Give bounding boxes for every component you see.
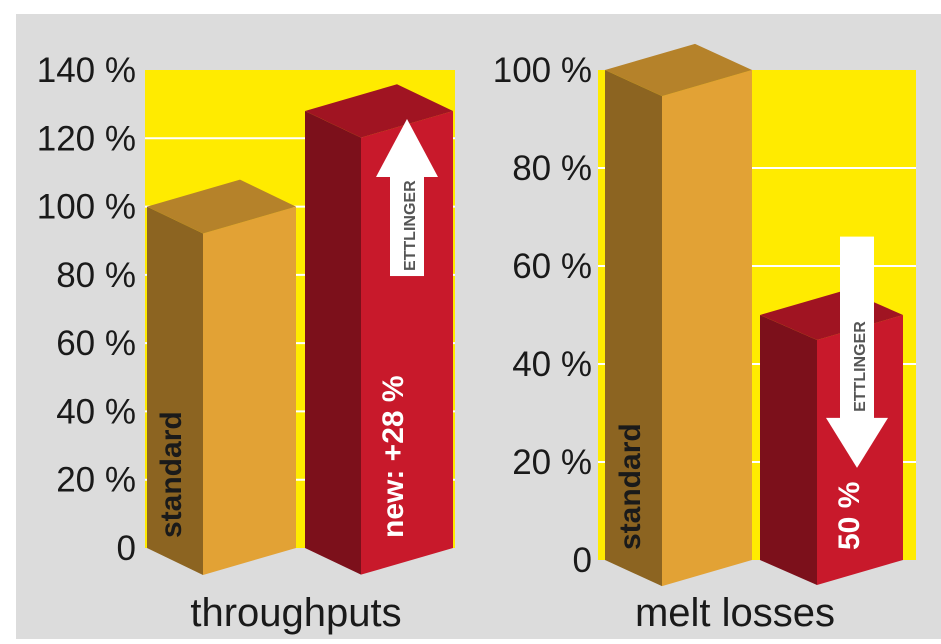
bar-label: standard	[155, 411, 188, 538]
y-tick-label: 40 %	[512, 345, 592, 384]
bar-label: new: +28 %	[377, 375, 410, 538]
x-axis-label: melt losses	[635, 591, 835, 635]
arrow-down-icon: ETTLINGER	[826, 236, 888, 468]
y-tick-label: 80 %	[56, 256, 136, 295]
bar-standard: standard	[147, 179, 296, 575]
bar-new: 50 % ETTLINGER	[760, 236, 903, 585]
bar-top	[305, 84, 453, 138]
bar-standard: standard	[605, 43, 752, 587]
bar-label: 50 %	[833, 482, 866, 550]
y-tick-label: 20 %	[512, 443, 592, 482]
y-tick-label: 60 %	[56, 324, 136, 363]
y-tick-label: 0	[573, 541, 592, 580]
bar-side	[605, 70, 662, 587]
bar-front	[361, 110, 453, 575]
y-tick-label: 100 %	[37, 188, 136, 227]
bar-side	[760, 315, 817, 585]
y-tick-label: 100 %	[493, 51, 592, 90]
chart-throughputs: 0 20 % 40 % 60 % 80 % 100 % 120 % 140 % standard…	[37, 51, 455, 635]
bar-front	[203, 206, 296, 575]
bar-top	[147, 179, 296, 234]
x-axis-label: throughputs	[190, 591, 401, 635]
bar-front	[662, 70, 752, 587]
y-tick-label: 0	[117, 529, 136, 568]
y-tick-label: 80 %	[512, 149, 592, 188]
arrow-shaft	[390, 175, 424, 277]
bar-top	[605, 43, 752, 97]
arrow-shaft	[840, 236, 874, 419]
y-tick-label: 40 %	[56, 392, 136, 431]
arrow-head	[826, 417, 888, 468]
y-tick-label: 20 %	[56, 461, 136, 500]
arrow-up-icon: ETTLINGER	[376, 118, 438, 277]
brand-logo-text: ETTLINGER	[402, 180, 419, 271]
y-tick-label: 120 %	[37, 119, 136, 158]
bar-label: standard	[614, 423, 647, 550]
bar-side	[147, 206, 203, 575]
chart-melt-losses: 0 20 % 40 % 60 % 80 % 100 % standard 50 % ETTLIN…	[493, 43, 916, 635]
y-tick-label: 140 %	[37, 51, 136, 90]
brand-logo-text: ETTLINGER	[852, 321, 869, 412]
bar-new: new: +28 % ETTLINGER	[305, 84, 453, 575]
y-tick-label: 60 %	[512, 247, 592, 286]
bar-side	[305, 110, 361, 575]
arrow-head	[376, 118, 438, 177]
